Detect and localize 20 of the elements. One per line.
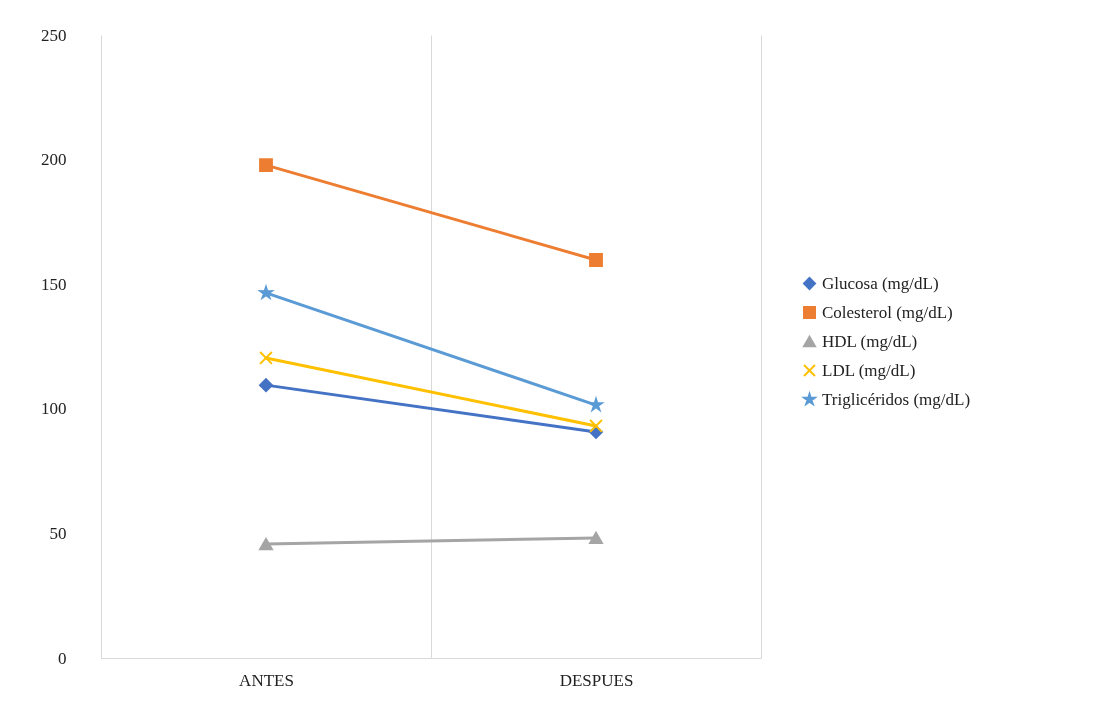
point <box>259 158 273 172</box>
legend-label: Glucosa (mg/dL) <box>822 273 939 293</box>
y-tick-label: 250 <box>41 25 67 45</box>
point <box>589 398 603 411</box>
legend-label: Colesterol (mg/dL) <box>822 302 953 322</box>
point <box>589 419 603 433</box>
point <box>259 286 273 299</box>
y-tick-label: 100 <box>41 399 67 419</box>
point <box>259 378 273 393</box>
x-tick-label: ANTES <box>239 670 294 690</box>
point <box>259 351 273 365</box>
y-tick-label: 0 <box>58 648 67 668</box>
point <box>589 253 603 267</box>
y-tick-label: 200 <box>41 150 67 170</box>
y-tick-label: 50 <box>49 523 67 543</box>
legend-label: Triglicéridos (mg/dL) <box>822 389 971 409</box>
legend-label: LDL (mg/dL) <box>822 360 916 380</box>
y-tick-label: 150 <box>41 274 67 294</box>
legend-label: HDL (mg/dL) <box>822 331 918 351</box>
x-tick-label: DESPUES <box>559 670 634 690</box>
